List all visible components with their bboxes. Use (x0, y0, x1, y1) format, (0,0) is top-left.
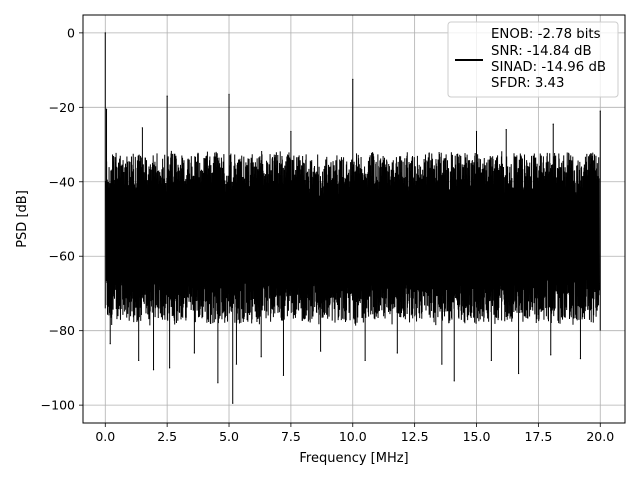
x-tick-label: 12.5 (401, 429, 429, 444)
peak-point (552, 123, 554, 125)
dip-point (193, 352, 195, 354)
legend: ENOB: -2.78 bits SNR: -14.84 dB SINAD: -… (447, 21, 619, 98)
x-tick-label: 20.0 (586, 429, 614, 444)
dip-point (169, 367, 171, 369)
y-tick-label: 0 (67, 25, 75, 40)
x-tick-label: 10.0 (339, 429, 367, 444)
dip-point (282, 374, 285, 376)
peak-point (505, 129, 507, 131)
peak-point (166, 95, 168, 97)
dip-point (109, 343, 111, 345)
data-layer (104, 32, 601, 404)
dip-point (152, 369, 155, 371)
dip-point (517, 372, 520, 375)
dip-point (396, 352, 398, 354)
peak-point (104, 32, 106, 34)
y-tick-label: −20 (49, 100, 75, 115)
legend-sfdr: SFDR: 3.43 (491, 76, 564, 91)
y-tick-label: −100 (41, 398, 75, 413)
x-axis-label: Frequency [MHz] (299, 451, 408, 466)
dip-point (441, 363, 443, 365)
dip-point (235, 363, 238, 365)
peak-point (228, 93, 230, 95)
x-tick-label: 2.5 (157, 429, 177, 444)
peak-point (141, 127, 143, 129)
dip-point (319, 350, 322, 352)
dip-point (217, 382, 219, 384)
y-tick-label: −60 (49, 249, 75, 264)
legend-sinad: SINAD: -14.96 dB (491, 60, 606, 75)
dip-point (490, 359, 492, 362)
x-tick-label: 17.5 (524, 429, 552, 444)
dip-point (260, 356, 262, 358)
legend-box (447, 21, 619, 98)
peak-point (290, 130, 292, 133)
dip-point (138, 359, 140, 362)
y-tick-label: −40 (49, 174, 75, 189)
x-tick-label: 0.0 (95, 429, 115, 444)
ticks: 0.0 2.5 5.0 7.5 10.0 12.5 15.0 17.5 20.0 0 −20 −40 −… (41, 25, 615, 444)
plot-frame (82, 14, 626, 424)
peak-point (352, 78, 354, 81)
y-tick-label: −80 (49, 323, 75, 338)
dip-point (579, 357, 582, 360)
x-tick-label: 15.0 (463, 429, 491, 444)
legend-enob: ENOB: -2.78 bits (491, 27, 601, 42)
dip-point (364, 359, 366, 362)
series-psd-line (104, 32, 601, 404)
x-tick-label: 7.5 (281, 429, 301, 444)
y-axis-label: PSD [dB] (15, 190, 30, 248)
dip-point (550, 354, 552, 356)
peak-point (475, 130, 478, 133)
legend-snr: SNR: -14.84 dB (491, 44, 592, 59)
peak-point (599, 110, 601, 112)
dip-point (232, 402, 234, 404)
x-tick-label: 5.0 (219, 429, 239, 444)
dip-point (453, 380, 455, 382)
peak-point (105, 108, 108, 110)
